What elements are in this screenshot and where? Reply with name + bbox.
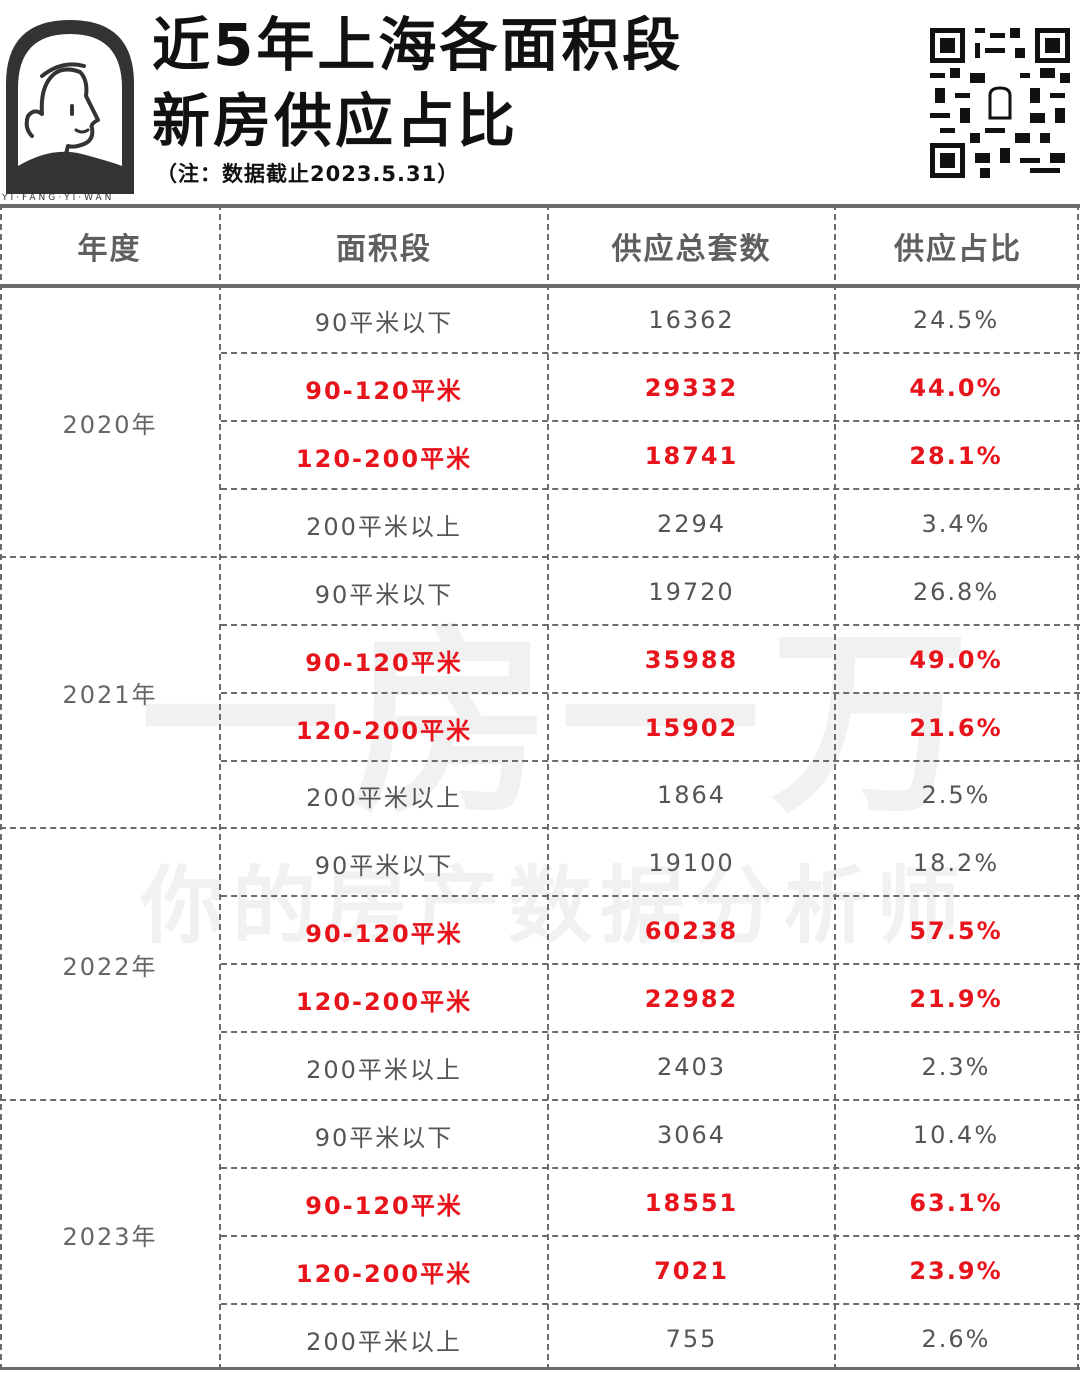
person-profile-arch-logo-icon [6,20,134,194]
column-divider [0,204,2,1370]
count-cell: 60238 [644,917,739,945]
segment-cell: 120-200平米 [295,987,473,1016]
segment-cell: 120-200平米 [295,716,473,745]
year-label-2023: 2023年 [62,1222,158,1251]
page-title-line-2: 新房供应占比 [152,87,519,155]
count-cell: 22982 [644,985,739,1013]
year-label-2022: 2022年 [62,952,158,981]
segment-cell: 90-120平米 [305,376,463,405]
supply-table: 年度 面积段 供应总套数 供应占比 2020年 2021年 2022年 2023… [0,204,1080,1370]
row-divider [221,1303,1080,1305]
row-divider [221,760,1080,762]
column-divider [1077,204,1079,1370]
row-divider [221,963,1080,965]
share-cell: 10.4% [912,1121,1000,1149]
page-title-line-1: 近5年上海各面积段 [152,11,684,79]
count-cell: 18551 [644,1189,739,1217]
share-cell: 21.6% [909,714,1003,742]
table-bottom-rule [0,1367,1080,1370]
share-cell: 2.5% [921,781,991,809]
column-divider [834,204,836,1370]
segment-cell: 90平米以下 [314,308,454,337]
count-cell: 3064 [656,1121,727,1149]
share-cell: 21.9% [909,985,1003,1013]
segment-cell: 90-120平米 [305,919,463,948]
group-divider [0,1099,1080,1101]
segment-cell: 200平米以上 [306,1327,462,1356]
qr-code-icon [930,28,1070,178]
segment-cell: 120-200平米 [295,1259,473,1288]
count-cell: 29332 [644,374,739,402]
count-cell: 18741 [644,442,739,470]
row-divider [221,488,1080,490]
segment-cell: 120-200平米 [295,444,473,473]
share-cell: 57.5% [909,917,1003,945]
count-cell: 19720 [648,578,735,606]
share-cell: 23.9% [909,1257,1003,1285]
column-divider [219,204,221,1370]
segment-cell: 90平米以下 [314,851,454,880]
count-cell: 15902 [644,714,739,742]
row-divider [221,352,1080,354]
count-cell: 2294 [656,510,727,538]
share-cell: 26.8% [912,578,1000,606]
count-cell: 1864 [656,781,727,809]
segment-cell: 90-120平米 [305,1191,463,1220]
segment-cell: 90-120平米 [305,648,463,677]
segment-cell: 90平米以下 [314,580,454,609]
year-label-2020: 2020年 [62,410,158,439]
count-cell: 755 [665,1325,718,1353]
row-divider [221,1031,1080,1033]
row-divider [221,1167,1080,1169]
header-segment: 面积段 [336,232,432,267]
segment-cell: 200平米以上 [306,783,462,812]
segment-cell: 200平米以上 [306,1055,462,1084]
header-year: 年度 [77,232,142,267]
logo-caption: YI·FANG·YI·WAN [2,193,115,203]
segment-cell: 90平米以下 [314,1123,454,1152]
row-divider [221,1235,1080,1237]
row-divider [221,624,1080,626]
table-header-rule [0,284,1080,288]
share-cell: 24.5% [912,306,1000,334]
column-divider [547,204,549,1370]
count-cell: 7021 [654,1257,729,1285]
share-cell: 2.6% [921,1325,991,1353]
row-divider [221,895,1080,897]
group-divider [0,827,1080,829]
count-cell: 35988 [644,646,739,674]
row-divider [221,420,1080,422]
segment-cell: 200平米以上 [306,512,462,541]
year-label-2021: 2021年 [62,681,158,709]
data-cutoff-note: （注：数据截止2023.5.31） [156,162,460,186]
share-cell: 18.2% [912,849,1000,877]
count-cell: 19100 [648,849,735,877]
share-cell: 3.4% [921,510,991,538]
row-divider [221,692,1080,694]
header-share: 供应占比 [894,232,1022,267]
header-count: 供应总套数 [611,232,772,267]
count-cell: 16362 [648,306,735,334]
count-cell: 2403 [656,1053,727,1081]
table-top-rule [0,204,1080,208]
share-cell: 44.0% [909,374,1003,402]
header: YI·FANG·YI·WAN 近5年上海各面积段 新房供应占比 （注：数据截止2… [0,0,1080,205]
share-cell: 28.1% [909,442,1003,470]
share-cell: 63.1% [909,1189,1003,1217]
share-cell: 49.0% [909,646,1003,674]
share-cell: 2.3% [921,1053,991,1081]
group-divider [0,556,1080,558]
